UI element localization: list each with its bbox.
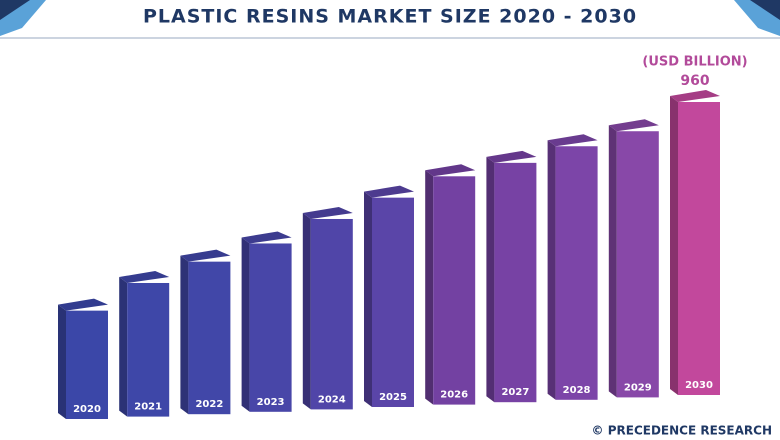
chart-title: PLASTIC RESINS MARKET SIZE 2020 - 2030 xyxy=(143,6,637,28)
bar xyxy=(372,197,414,407)
x-tick-label: 2027 xyxy=(501,387,529,398)
x-tick-label: 2021 xyxy=(134,402,162,413)
x-tick-label: 2029 xyxy=(624,382,652,393)
bar-top xyxy=(486,150,537,163)
bar xyxy=(678,102,720,395)
bar-side xyxy=(364,191,372,407)
bar-side xyxy=(241,237,250,412)
bar-side xyxy=(608,125,617,398)
x-tick-label: 2030 xyxy=(685,380,713,391)
bar-side xyxy=(486,156,495,403)
bar-top xyxy=(364,185,414,198)
x-tick-label: 2020 xyxy=(73,404,101,415)
bar xyxy=(66,310,108,419)
bar xyxy=(494,162,537,403)
bar-side xyxy=(180,255,189,415)
bar xyxy=(555,146,598,400)
bar xyxy=(616,131,659,398)
bar-top xyxy=(58,298,108,311)
bar-side xyxy=(302,212,311,410)
bar xyxy=(310,218,353,410)
bar-top xyxy=(241,231,292,244)
bar xyxy=(433,176,476,405)
bar-top xyxy=(302,206,353,219)
x-tick-label: 2026 xyxy=(440,390,468,401)
x-tick-label: 2028 xyxy=(563,385,591,396)
corner-decoration xyxy=(750,0,780,20)
bar-side xyxy=(119,276,128,417)
value-label: 960 xyxy=(680,73,709,89)
bar-side xyxy=(547,140,556,400)
bar-top xyxy=(180,249,231,262)
x-tick-label: 2025 xyxy=(379,392,407,403)
bar-top xyxy=(425,164,476,177)
unit-label: (USD BILLION) xyxy=(642,55,747,70)
x-tick-label: 2024 xyxy=(318,394,346,405)
source-credit: © PRECEDENCE RESEARCH xyxy=(592,424,772,438)
corner-decoration xyxy=(0,0,30,20)
bar-top xyxy=(608,119,659,132)
bar xyxy=(188,261,231,415)
bar xyxy=(249,243,292,412)
bar-side xyxy=(670,96,678,395)
bar-side xyxy=(58,304,66,419)
bar-top xyxy=(119,270,170,283)
x-tick-label: 2023 xyxy=(257,397,285,408)
bar-side xyxy=(425,170,434,405)
bar-top xyxy=(670,90,720,102)
bar-top xyxy=(547,134,598,147)
x-tick-label: 2022 xyxy=(195,399,223,410)
bar xyxy=(127,282,170,417)
